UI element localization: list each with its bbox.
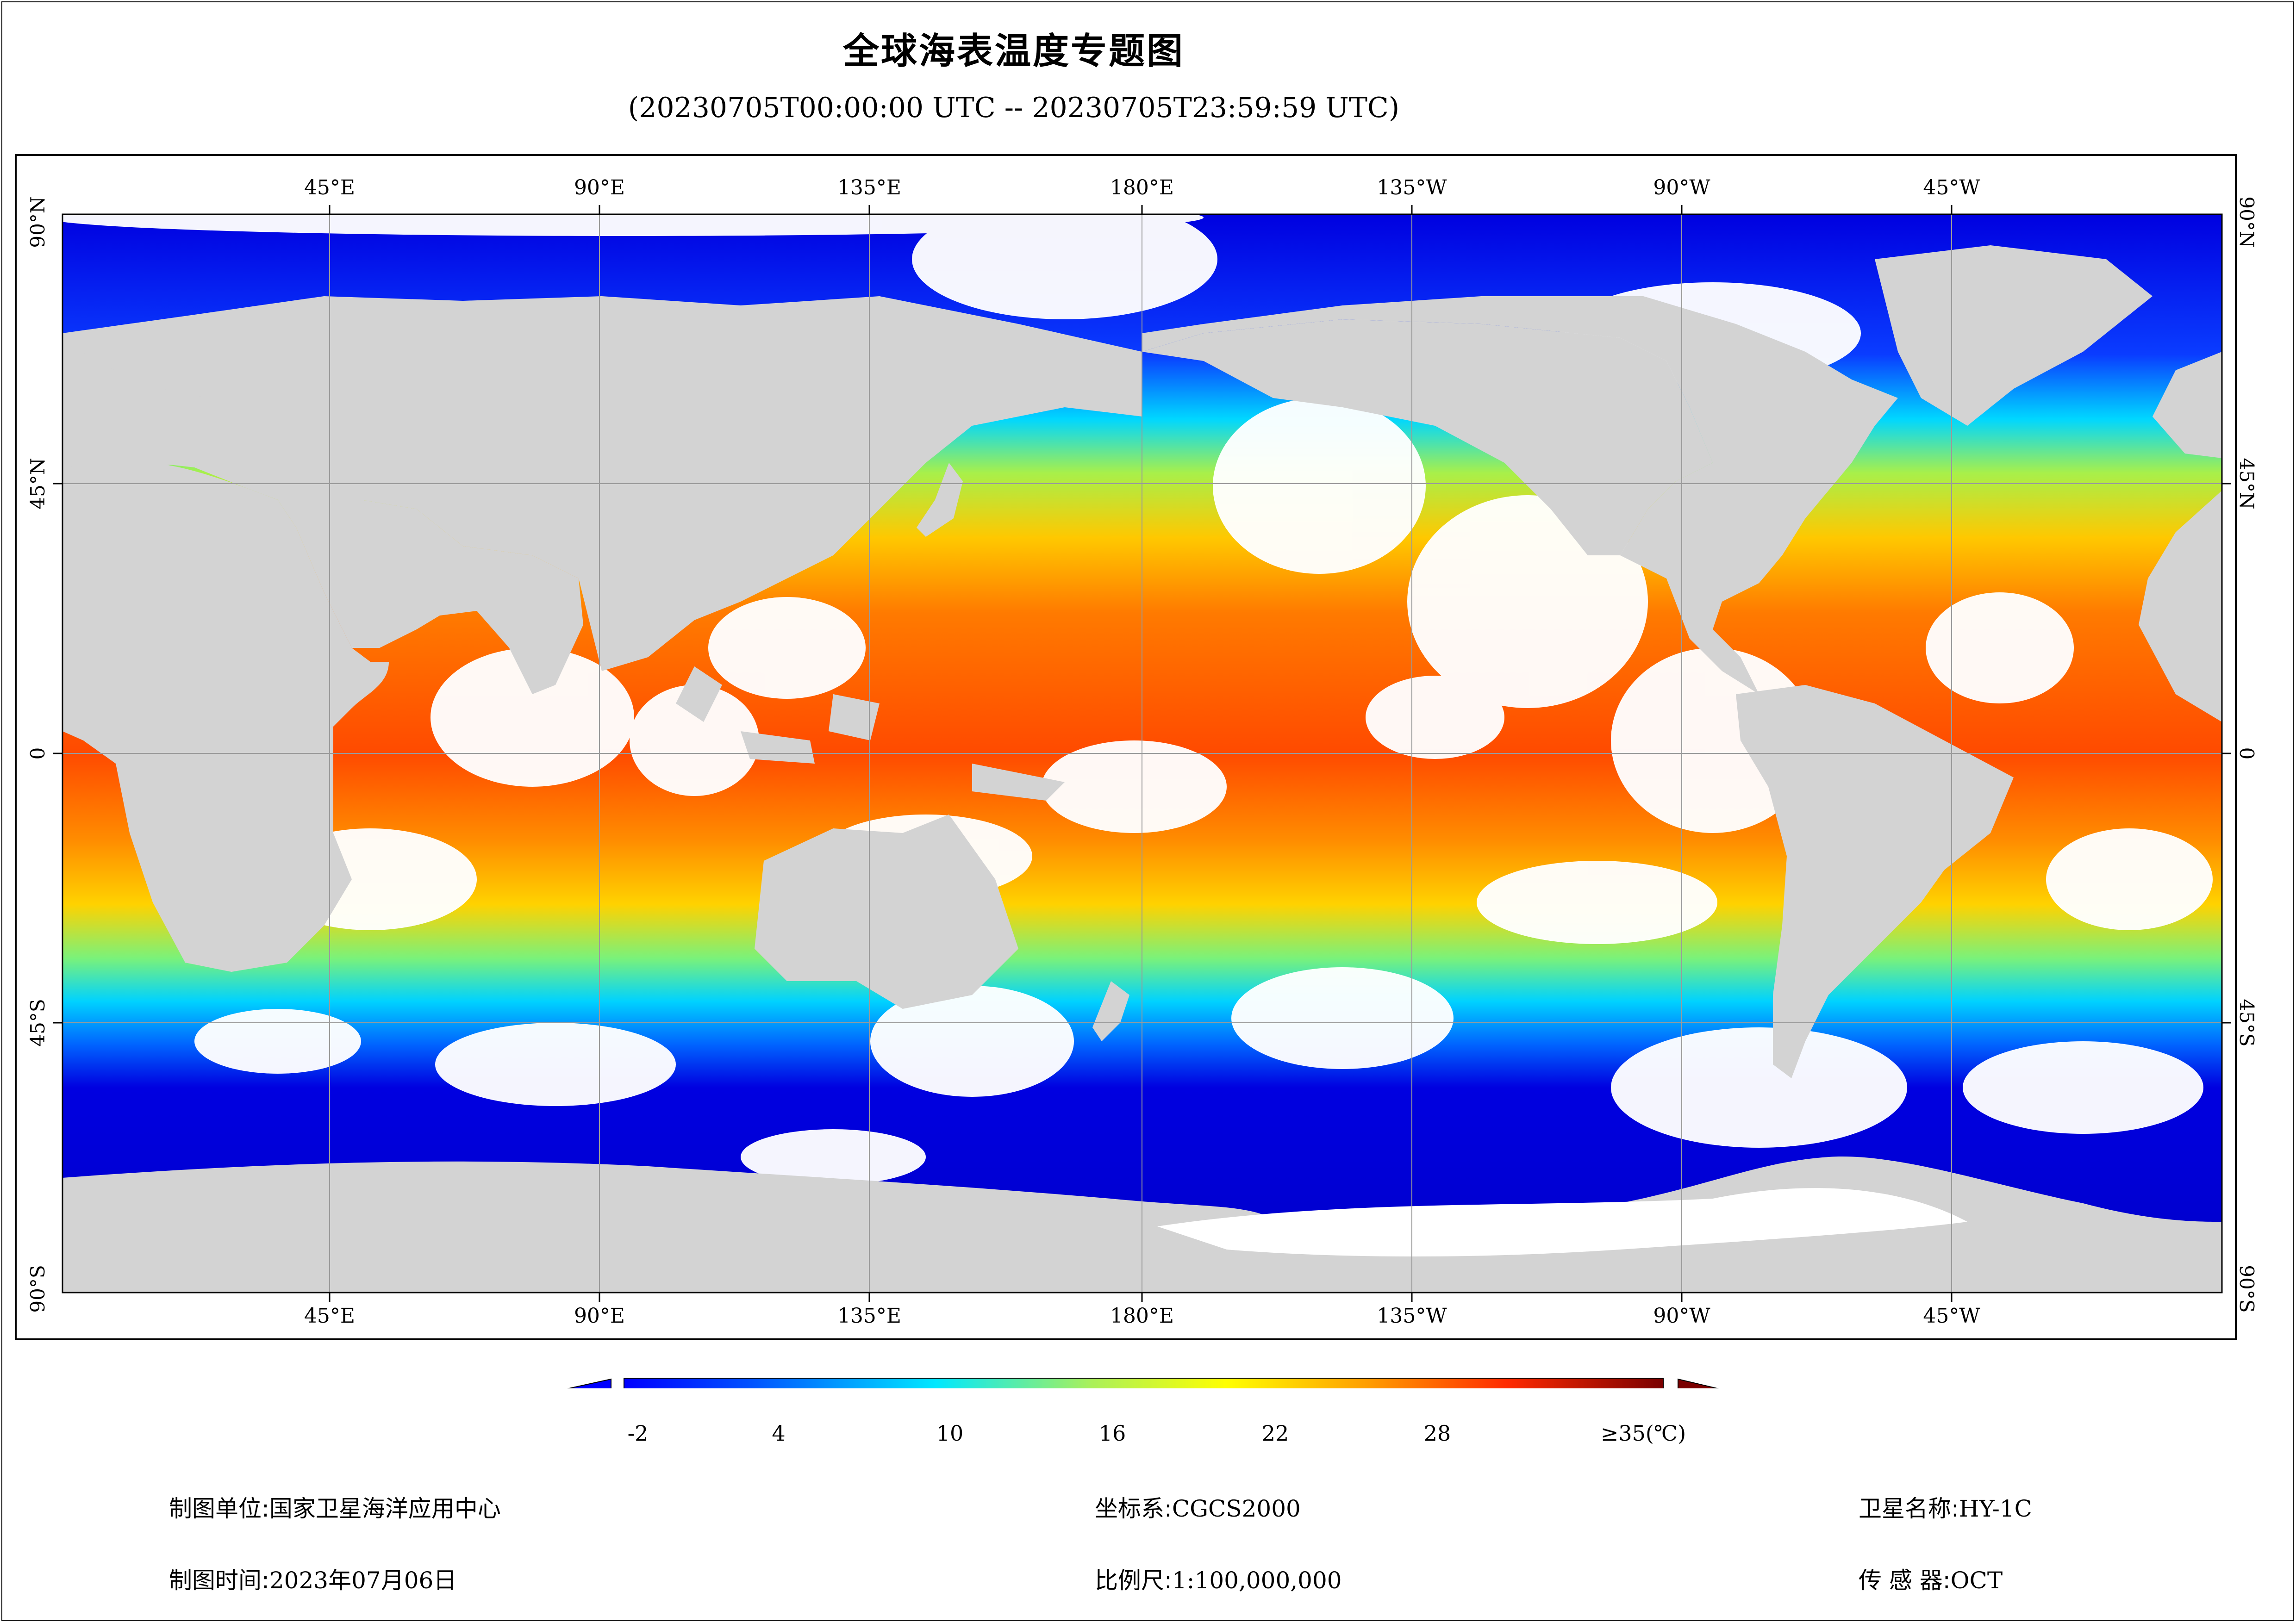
lon-label-top: 180°E <box>1110 176 1174 199</box>
colorbar-tick-label: 4 <box>772 1421 786 1446</box>
lat-label-right: 45°S <box>2235 999 2258 1047</box>
colorbar <box>567 1378 1719 1388</box>
colorbar-bar <box>624 1378 1664 1388</box>
crs-info: 坐标系:CGCS2000 <box>1095 1490 1301 1524</box>
graticule <box>62 214 2222 1293</box>
colorbar-tick-label: 10 <box>936 1421 964 1446</box>
antarctic-ice-shelf <box>1157 1188 1967 1256</box>
lat-label-left: 45°N <box>26 458 49 510</box>
satellite-label: 卫星名称: <box>1859 1495 1959 1522</box>
crs-label: 坐标系: <box>1095 1495 1172 1522</box>
scale-info: 比例尺:1:100,000,000 <box>1095 1562 1342 1595</box>
colorbar-tick-label: 22 <box>1261 1421 1289 1446</box>
sst-map <box>53 205 2231 1388</box>
lon-label-top: 90°W <box>1653 176 1710 199</box>
japan <box>917 463 963 537</box>
lon-label-top: 90°E <box>574 176 625 199</box>
lon-label-bottom: 135°W <box>1377 1304 1447 1328</box>
frame-ticks <box>53 205 2231 1302</box>
arabia-india <box>278 500 583 694</box>
europe-west <box>2152 352 2222 458</box>
sensor-info: 传 感 器:OCT <box>1859 1562 2003 1595</box>
lon-label-top: 135°E <box>837 176 902 199</box>
lat-label-left: 0 <box>26 747 49 760</box>
date-value: 2023年07月06日 <box>269 1567 457 1594</box>
lon-label-top: 45°W <box>1923 176 1980 199</box>
new-zealand <box>1092 981 1129 1041</box>
lon-label-bottom: 45°E <box>304 1304 356 1328</box>
sensor-value: OCT <box>1950 1567 2003 1594</box>
lon-label-bottom: 90°W <box>1653 1304 1710 1328</box>
date-info: 制图时间:2023年07月06日 <box>169 1562 456 1595</box>
agency-label: 制图单位: <box>169 1495 269 1522</box>
lon-label-bottom: 135°E <box>837 1304 902 1328</box>
colorbar-max-arrow <box>1678 1378 1719 1388</box>
agency-value: 国家卫星海洋应用中心 <box>269 1495 501 1522</box>
sensor-label: 传 感 器: <box>1859 1567 1951 1594</box>
colorbar-min-arrow <box>567 1378 611 1388</box>
map-frame <box>15 154 2237 1340</box>
lat-label-left: 45°S <box>26 999 49 1047</box>
lat-label-right: 90°N <box>2235 196 2258 248</box>
agency-info: 制图单位:国家卫星海洋应用中心 <box>169 1490 501 1524</box>
eurasia-africa <box>62 458 389 972</box>
europe-north <box>62 333 287 467</box>
lat-label-right: 45°N <box>2235 458 2258 510</box>
southeast-asia-islands <box>676 666 1065 801</box>
lon-label-bottom: 90°E <box>574 1304 625 1328</box>
scale-label: 比例尺: <box>1095 1567 1172 1594</box>
colorbar-max-label: ≥35(℃) <box>1600 1421 1686 1446</box>
lat-label-left: 90°S <box>26 1265 49 1313</box>
australia <box>755 815 1018 1009</box>
alaska-canada <box>1142 319 1713 555</box>
page-title: 全球海表温度专题图 <box>842 31 1185 72</box>
lon-label-top: 135°W <box>1377 176 1447 199</box>
date-label: 制图时间: <box>169 1567 269 1594</box>
greenland <box>1875 245 2152 426</box>
lat-label-right: 0 <box>2235 747 2258 760</box>
crs-value: CGCS2000 <box>1172 1495 1301 1522</box>
satellite-value: HY-1C <box>1959 1495 2032 1522</box>
colorbar-tick-label: 28 <box>1423 1421 1451 1446</box>
scale-value: 1:100,000,000 <box>1172 1567 1342 1594</box>
africa-west <box>2139 491 2222 722</box>
lon-label-bottom: 180°E <box>1110 1304 1174 1328</box>
time-range-subtitle: (20230705T00:00:00 UTC -- 20230705T23:59… <box>628 92 1400 124</box>
south-america <box>1736 685 2014 1078</box>
lon-label-top: 45°E <box>304 176 356 199</box>
colorbar-tick-label: 16 <box>1098 1421 1126 1446</box>
lat-label-right: 90°S <box>2235 1265 2258 1313</box>
satellite-info: 卫星名称:HY-1C <box>1859 1490 2032 1524</box>
lat-label-left: 90°N <box>26 196 49 248</box>
colorbar-tick-label: -2 <box>627 1421 649 1446</box>
lon-label-bottom: 45°W <box>1923 1304 1980 1328</box>
north-america <box>1142 296 1898 694</box>
